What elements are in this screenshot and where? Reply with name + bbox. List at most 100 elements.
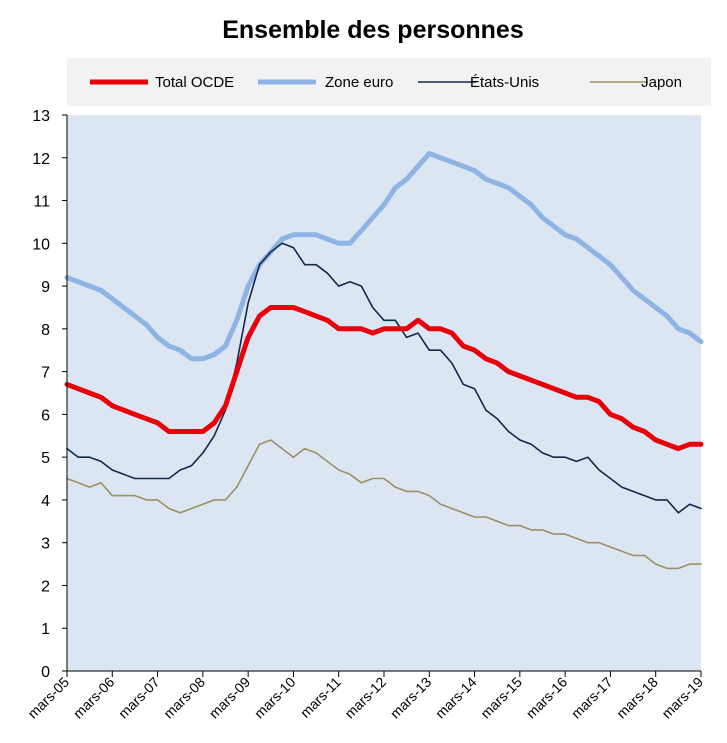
data-point-japon [462, 512, 464, 514]
data-point-zone-euro [632, 289, 634, 291]
data-point-etats-unis [326, 272, 328, 274]
x-tick-label: mars-16 [523, 674, 571, 722]
data-point-japon [474, 516, 476, 518]
data-point-zone-euro [428, 153, 430, 154]
data-point-etats-unis [259, 264, 260, 266]
data-point-zone-euro [462, 165, 464, 167]
data-point-etats-unis [700, 508, 702, 509]
data-point-total-ocde [440, 328, 442, 330]
data-point-etats-unis [643, 495, 645, 497]
data-point-japon [338, 469, 340, 471]
data-point-total-ocde [598, 401, 600, 403]
data-point-zone-euro [598, 255, 600, 257]
x-tick-label: mars-19 [658, 674, 706, 722]
y-tick-label: 4 [41, 493, 50, 510]
data-point-etats-unis [213, 435, 215, 437]
data-point-zone-euro [519, 195, 521, 197]
data-point-etats-unis [621, 486, 623, 488]
y-tick-label: 7 [41, 365, 50, 382]
chart-title: Ensemble des personnes [222, 16, 524, 44]
data-point-zone-euro [553, 225, 555, 227]
data-point-zone-euro [100, 289, 102, 291]
data-point-japon [292, 456, 294, 458]
data-point-total-ocde [485, 358, 487, 360]
data-point-total-ocde [417, 319, 419, 321]
data-point-japon [236, 486, 238, 488]
data-point-japon [564, 533, 566, 535]
x-tick-label: mars-14 [432, 674, 480, 722]
data-point-total-ocde [666, 443, 668, 445]
data-point-zone-euro [530, 204, 532, 206]
data-point-zone-euro [213, 354, 215, 355]
data-point-japon [542, 529, 543, 531]
data-point-zone-euro [304, 234, 306, 236]
data-point-japon [259, 443, 260, 445]
legend-label-zone-euro: Zone euro [325, 74, 393, 91]
y-tick-label: 9 [41, 279, 50, 296]
data-point-japon [202, 503, 204, 505]
data-point-zone-euro [123, 307, 125, 308]
y-tick-label: 12 [32, 151, 50, 168]
x-tick-label: mars-09 [206, 674, 254, 722]
x-tick-label: mars-13 [387, 674, 435, 722]
data-point-zone-euro [485, 178, 487, 180]
y-tick-label: 1 [41, 621, 50, 638]
data-point-etats-unis [202, 452, 204, 454]
data-point-japon [587, 542, 589, 544]
data-point-japon [508, 525, 509, 527]
data-point-etats-unis [553, 456, 555, 458]
data-point-etats-unis [451, 362, 453, 364]
data-point-etats-unis [292, 247, 294, 249]
data-point-zone-euro [394, 187, 396, 189]
data-point-japon [168, 508, 170, 509]
data-point-zone-euro [383, 204, 385, 206]
data-point-japon [496, 520, 498, 522]
data-point-etats-unis [191, 465, 192, 467]
data-point-etats-unis [587, 456, 589, 458]
data-point-zone-euro [202, 358, 204, 360]
y-tick-label: 3 [41, 536, 50, 553]
data-point-total-ocde [530, 379, 532, 381]
data-point-etats-unis [394, 319, 396, 321]
data-point-etats-unis [349, 281, 351, 283]
data-point-japon [417, 490, 419, 492]
data-point-total-ocde [576, 396, 577, 398]
data-point-japon [406, 490, 408, 492]
legend: Total OCDE Zone euro États-Unis Japon [90, 74, 682, 91]
data-point-total-ocde [191, 431, 192, 432]
data-point-zone-euro [349, 242, 351, 244]
data-point-japon [428, 495, 430, 497]
data-point-japon [315, 452, 317, 454]
data-point-etats-unis [100, 460, 102, 462]
data-point-etats-unis [598, 469, 600, 471]
data-point-etats-unis [372, 307, 374, 308]
data-point-etats-unis [519, 439, 521, 441]
data-point-zone-euro [326, 238, 328, 240]
data-point-etats-unis [576, 460, 577, 462]
y-tick-label: 5 [41, 450, 50, 467]
data-point-zone-euro [655, 307, 657, 308]
data-point-japon [632, 555, 634, 556]
data-point-total-ocde [587, 396, 589, 398]
x-tick-label: mars-11 [297, 674, 344, 721]
data-point-total-ocde [77, 388, 79, 390]
y-tick-label: 13 [32, 108, 50, 125]
x-tick-label: mars-17 [568, 674, 616, 722]
data-point-zone-euro [576, 238, 577, 240]
data-point-etats-unis [417, 332, 419, 334]
data-point-etats-unis [689, 503, 691, 505]
data-point-etats-unis [406, 336, 408, 338]
data-point-etats-unis [89, 456, 91, 458]
data-point-zone-euro [587, 247, 589, 249]
data-point-etats-unis [145, 478, 147, 479]
data-point-etats-unis [77, 456, 79, 458]
data-point-total-ocde [338, 328, 340, 330]
data-point-total-ocde [609, 413, 611, 415]
data-point-zone-euro [451, 161, 453, 163]
data-point-zone-euro [666, 315, 668, 317]
data-point-zone-euro [406, 178, 408, 180]
data-point-zone-euro [179, 349, 181, 351]
data-point-zone-euro [315, 234, 317, 236]
data-point-etats-unis [315, 264, 317, 266]
